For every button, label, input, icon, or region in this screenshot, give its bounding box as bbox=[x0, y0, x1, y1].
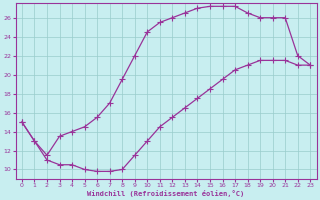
X-axis label: Windchill (Refroidissement éolien,°C): Windchill (Refroidissement éolien,°C) bbox=[87, 190, 245, 197]
